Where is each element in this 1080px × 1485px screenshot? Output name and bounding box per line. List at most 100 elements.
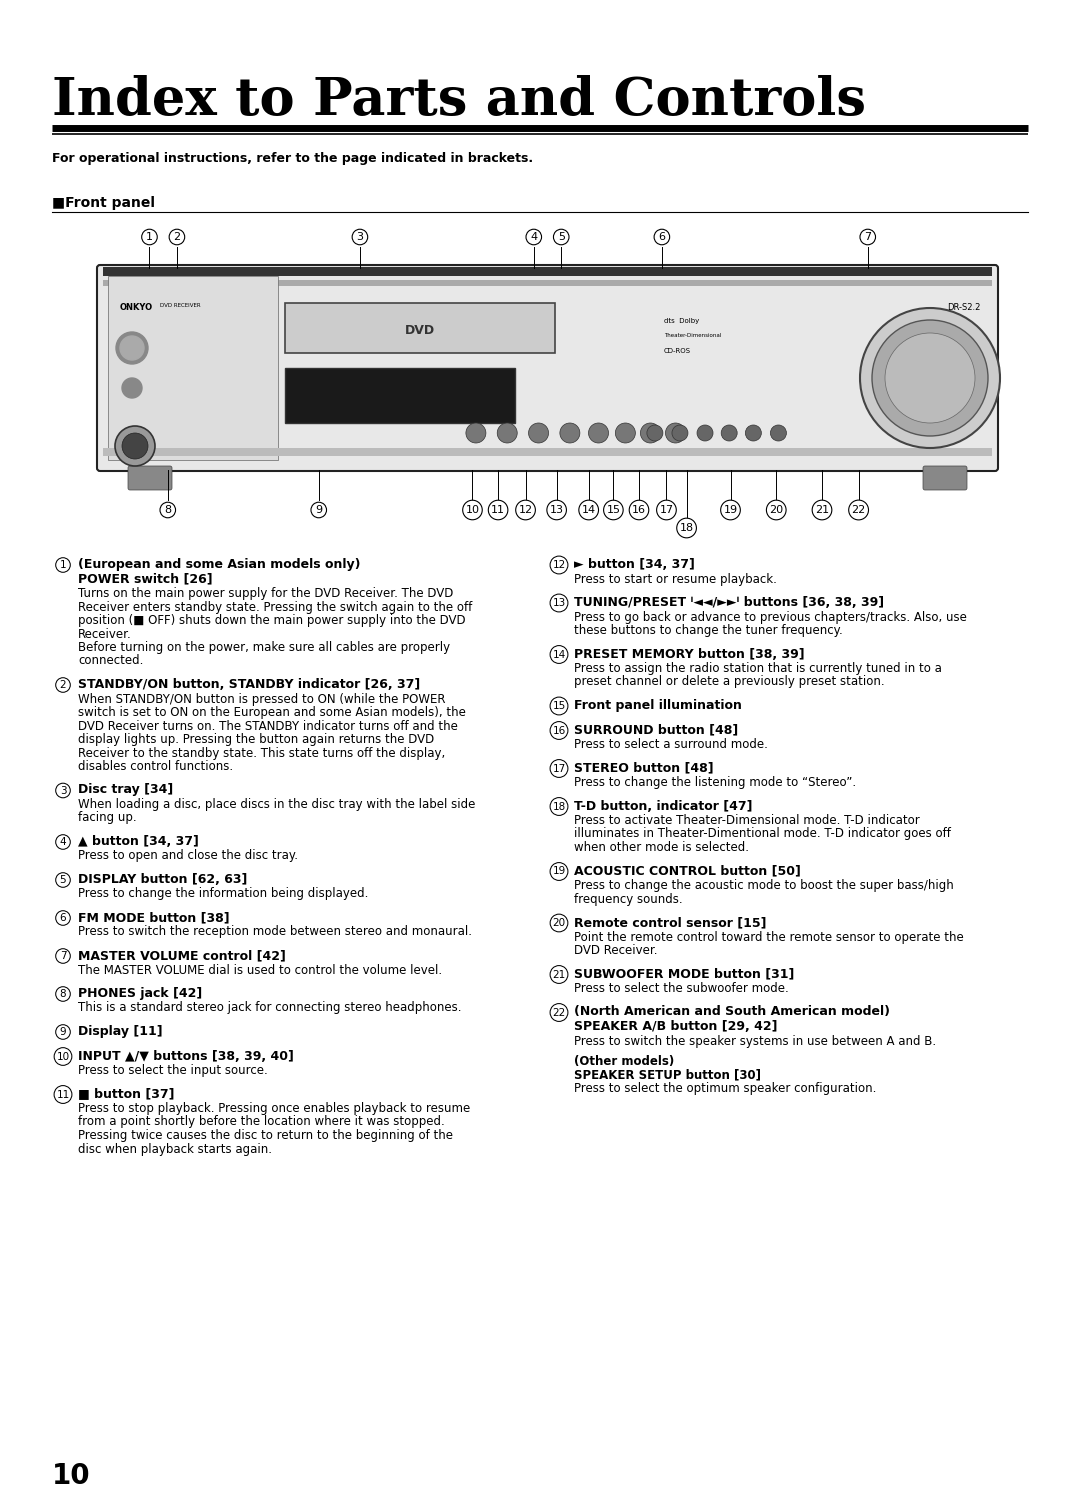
Text: 4: 4: [530, 232, 538, 242]
Text: 16: 16: [632, 505, 646, 515]
Text: DVD RECEIVER: DVD RECEIVER: [160, 303, 201, 307]
Text: 15: 15: [552, 701, 566, 711]
Text: (Other models): (Other models): [573, 1056, 674, 1068]
Text: CD-ROS: CD-ROS: [664, 347, 691, 353]
Circle shape: [647, 425, 663, 441]
Text: 19: 19: [724, 505, 738, 515]
Text: SPEAKER A/B button [29, 42]: SPEAKER A/B button [29, 42]: [573, 1020, 778, 1034]
Text: 6: 6: [659, 232, 665, 242]
Text: (European and some Asian models only): (European and some Asian models only): [78, 558, 361, 572]
Text: 11: 11: [491, 505, 505, 515]
Text: 3: 3: [356, 232, 364, 242]
Text: Turns on the main power supply for the DVD Receiver. The DVD: Turns on the main power supply for the D…: [78, 587, 454, 600]
Text: Receiver.: Receiver.: [78, 628, 132, 640]
Text: Receiver enters standby state. Pressing the switch again to the off: Receiver enters standby state. Pressing …: [78, 600, 472, 613]
Text: when other mode is selected.: when other mode is selected.: [573, 841, 750, 854]
Text: 12: 12: [518, 505, 532, 515]
Text: ■ button [37]: ■ button [37]: [78, 1087, 175, 1100]
Text: 13: 13: [550, 505, 564, 515]
Text: illuminates in Theater-Dimentional mode. T-D indicator goes off: illuminates in Theater-Dimentional mode.…: [573, 827, 950, 841]
Text: Display [11]: Display [11]: [78, 1025, 163, 1038]
Bar: [103, 267, 993, 276]
Text: Press to stop playback. Pressing once enables playback to resume: Press to stop playback. Pressing once en…: [78, 1102, 470, 1115]
FancyBboxPatch shape: [923, 466, 967, 490]
Text: from a point shortly before the location where it was stopped.: from a point shortly before the location…: [78, 1115, 445, 1129]
Text: Receiver to the standby state. This state turns off the display,: Receiver to the standby state. This stat…: [78, 747, 445, 759]
Text: 17: 17: [552, 763, 566, 774]
Text: 8: 8: [164, 505, 172, 515]
Circle shape: [640, 423, 661, 443]
Text: ACOUSTIC CONTROL button [50]: ACOUSTIC CONTROL button [50]: [573, 864, 801, 878]
Text: 18: 18: [679, 523, 693, 533]
Text: 2: 2: [174, 232, 180, 242]
Text: INPUT ▲/▼ buttons [38, 39, 40]: INPUT ▲/▼ buttons [38, 39, 40]: [78, 1050, 294, 1062]
Text: 20: 20: [553, 918, 566, 928]
Text: Theater-Dimensional: Theater-Dimensional: [664, 333, 721, 339]
Text: Press to change the acoustic mode to boost the super bass/high: Press to change the acoustic mode to boo…: [573, 879, 954, 892]
Text: Press to open and close the disc tray.: Press to open and close the disc tray.: [78, 849, 298, 863]
Text: 1: 1: [146, 232, 153, 242]
Bar: [103, 448, 993, 456]
Text: MASTER VOLUME control [42]: MASTER VOLUME control [42]: [78, 949, 286, 962]
Circle shape: [528, 423, 549, 443]
Circle shape: [697, 425, 713, 441]
Text: PHONES jack [42]: PHONES jack [42]: [78, 988, 202, 999]
Text: For operational instructions, refer to the page indicated in brackets.: For operational instructions, refer to t…: [52, 151, 534, 165]
Text: Press to change the listening mode to “Stereo”.: Press to change the listening mode to “S…: [573, 777, 856, 789]
Text: 13: 13: [552, 598, 566, 607]
Circle shape: [721, 425, 738, 441]
Text: MASTER VOLUME: MASTER VOLUME: [933, 347, 980, 353]
Circle shape: [589, 423, 608, 443]
FancyBboxPatch shape: [129, 466, 172, 490]
Text: frequency sounds.: frequency sounds.: [573, 892, 683, 906]
Text: PRESET MEMORY button [38, 39]: PRESET MEMORY button [38, 39]: [573, 647, 805, 661]
Text: these buttons to change the tuner frequency.: these buttons to change the tuner freque…: [573, 624, 842, 637]
Text: 11: 11: [56, 1090, 69, 1099]
Text: facing up.: facing up.: [78, 811, 137, 824]
Text: 21: 21: [815, 505, 829, 515]
Text: 19: 19: [552, 867, 566, 876]
Text: Press to select a surround mode.: Press to select a surround mode.: [573, 738, 768, 751]
Circle shape: [616, 423, 635, 443]
Text: SURROUND button [48]: SURROUND button [48]: [573, 723, 739, 737]
Text: 15: 15: [606, 505, 620, 515]
Text: When STANDBY/ON button is pressed to ON (while the POWER: When STANDBY/ON button is pressed to ON …: [78, 692, 446, 705]
Circle shape: [122, 434, 148, 459]
Circle shape: [122, 379, 141, 398]
Text: Press to select the input source.: Press to select the input source.: [78, 1063, 268, 1077]
Text: 22: 22: [851, 505, 866, 515]
Circle shape: [116, 333, 148, 364]
Text: ONKYO: ONKYO: [120, 303, 153, 312]
Text: Press to switch the reception mode between stereo and monaural.: Press to switch the reception mode betwe…: [78, 925, 472, 939]
Text: 2: 2: [59, 680, 66, 691]
Circle shape: [665, 423, 686, 443]
Text: DVD Receiver turns on. The STANDBY indicator turns off and the: DVD Receiver turns on. The STANDBY indic…: [78, 720, 458, 732]
Text: Press to select the subwoofer mode.: Press to select the subwoofer mode.: [573, 982, 788, 995]
Text: 3: 3: [59, 786, 66, 796]
Text: 14: 14: [552, 649, 566, 659]
Text: This is a standard stereo jack for connecting stereo headphones.: This is a standard stereo jack for conne…: [78, 1001, 461, 1014]
Text: T-D button, indicator [47]: T-D button, indicator [47]: [573, 799, 753, 812]
Text: 10: 10: [465, 505, 480, 515]
Text: Press to start or resume playback.: Press to start or resume playback.: [573, 573, 777, 585]
Text: 16: 16: [552, 726, 566, 735]
Circle shape: [465, 423, 486, 443]
Text: Disc tray [34]: Disc tray [34]: [78, 784, 173, 796]
Bar: [103, 281, 993, 287]
Text: Press to select the optimum speaker configuration.: Press to select the optimum speaker conf…: [573, 1083, 876, 1096]
Text: 9: 9: [315, 505, 322, 515]
Text: 9: 9: [59, 1028, 66, 1037]
FancyBboxPatch shape: [97, 264, 998, 471]
Bar: [108, 276, 278, 460]
Text: 22: 22: [552, 1007, 566, 1017]
Circle shape: [120, 336, 144, 359]
Text: disc when playback starts again.: disc when playback starts again.: [78, 1142, 272, 1155]
Text: Press to assign the radio station that is currently tuned in to a: Press to assign the radio station that i…: [573, 662, 942, 676]
Text: 4: 4: [59, 838, 66, 846]
Text: preset channel or delete a previously preset station.: preset channel or delete a previously pr…: [573, 676, 885, 689]
Text: disables control functions.: disables control functions.: [78, 760, 233, 774]
Text: position (■ OFF) shuts down the main power supply into the DVD: position (■ OFF) shuts down the main pow…: [78, 613, 465, 627]
Text: 5: 5: [59, 875, 66, 885]
Text: Point the remote control toward the remote sensor to operate the: Point the remote control toward the remo…: [573, 931, 963, 943]
Text: switch is set to ON on the European and some Asian models), the: switch is set to ON on the European and …: [78, 705, 465, 719]
